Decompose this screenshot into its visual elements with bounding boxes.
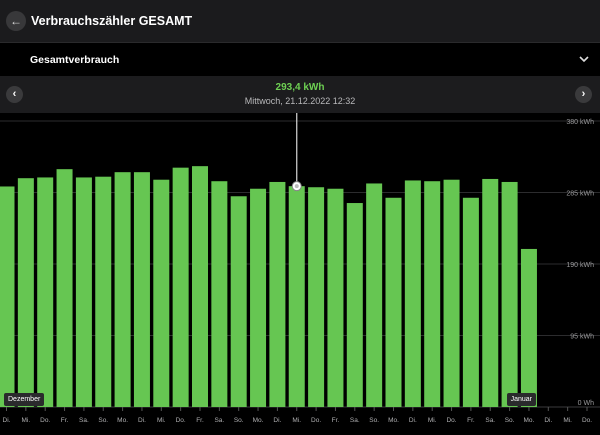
bar[interactable] <box>114 172 131 407</box>
bar[interactable] <box>443 179 460 407</box>
arrow-left-icon: ← <box>10 14 22 28</box>
bar[interactable] <box>95 176 112 407</box>
x-tick-label: So. <box>505 417 515 424</box>
consumption-dropdown[interactable]: Gesamtverbrauch <box>0 42 600 77</box>
selected-date: Mittwoch, 21.12.2022 12:32 <box>244 96 356 106</box>
bar[interactable] <box>56 169 73 407</box>
bar[interactable] <box>17 178 34 407</box>
bar[interactable] <box>482 178 499 407</box>
x-tick-label: Di. <box>3 417 11 424</box>
selected-value: 293,4 kWh <box>275 82 325 93</box>
y-tick-label: 95 kWh <box>570 334 594 341</box>
x-tick-label: Fr. <box>61 417 69 424</box>
bar[interactable] <box>385 197 402 407</box>
x-tick-label: Do. <box>40 417 50 424</box>
bar[interactable] <box>211 181 228 407</box>
y-tick-label: 0 Wh <box>578 400 594 407</box>
bar[interactable] <box>0 186 15 407</box>
x-tick-label: Sa. <box>485 417 495 424</box>
back-button[interactable]: ← <box>6 11 26 31</box>
bar[interactable] <box>172 167 189 407</box>
x-tick-label: Fr. <box>332 417 340 424</box>
x-tick-label: Mi. <box>563 417 572 424</box>
x-tick-label: Mi. <box>157 417 166 424</box>
bar[interactable] <box>37 177 54 407</box>
x-tick-label: Di. <box>409 417 417 424</box>
bar[interactable] <box>288 186 305 407</box>
y-tick-label: 190 kWh <box>566 262 594 269</box>
bar[interactable] <box>366 183 383 407</box>
bar[interactable] <box>308 187 325 407</box>
page-title: Verbrauchszähler GESAMT <box>31 14 193 28</box>
x-tick-label: Sa. <box>79 417 89 424</box>
x-tick-label: So. <box>369 417 379 424</box>
month-label: Januar <box>506 393 536 406</box>
x-tick-label: Do. <box>446 417 456 424</box>
chevron-down-icon <box>579 56 589 63</box>
x-tick-label: Di. <box>273 417 281 424</box>
x-tick-label: Do. <box>311 417 321 424</box>
y-tick-label: 380 kWh <box>566 119 594 126</box>
x-tick-label: Mo. <box>524 417 535 424</box>
x-tick-label: Mo. <box>253 417 264 424</box>
x-tick-label: Di. <box>138 417 146 424</box>
dropdown-label: Gesamtverbrauch <box>30 54 120 66</box>
bar[interactable] <box>424 181 441 407</box>
x-tick-label: Fr. <box>467 417 475 424</box>
x-tick-label: Mi. <box>22 417 31 424</box>
bar[interactable] <box>327 188 344 407</box>
bar[interactable] <box>133 172 150 407</box>
bar[interactable] <box>501 181 518 407</box>
bar[interactable] <box>462 197 479 407</box>
x-tick-label: So. <box>98 417 108 424</box>
bar[interactable] <box>404 180 421 407</box>
month-label: Dezember <box>4 393 45 406</box>
x-tick-label: Do. <box>582 417 592 424</box>
x-tick-label: Mo. <box>388 417 399 424</box>
x-tick-label: Di. <box>544 417 552 424</box>
y-tick-label: 285 kWh <box>566 191 594 198</box>
x-tick-label: Mo. <box>117 417 128 424</box>
bar[interactable] <box>346 203 363 407</box>
x-tick-label: Do. <box>176 417 186 424</box>
x-tick-label: Sa. <box>350 417 360 424</box>
x-tick-label: Sa. <box>214 417 224 424</box>
selection-marker-core <box>294 184 299 189</box>
selection-info-bar: ‹ 293,4 kWh Mittwoch, 21.12.2022 12:32 › <box>0 76 600 113</box>
x-tick-label: Mi. <box>292 417 301 424</box>
bar[interactable] <box>230 196 247 407</box>
bar[interactable] <box>269 181 286 407</box>
bar[interactable] <box>520 248 537 407</box>
previous-period-button[interactable]: ‹ <box>6 86 23 103</box>
chevron-right-icon: › <box>581 88 586 100</box>
next-period-button[interactable]: › <box>575 86 592 103</box>
consumption-bar-chart[interactable]: 0 Wh 95 kWh 190 kWh 285 kWh 380 kWh Di. Mi. Do.… <box>0 113 600 435</box>
x-tick-label: Fr. <box>196 417 204 424</box>
bar[interactable] <box>75 177 92 407</box>
x-tick-label: So. <box>234 417 244 424</box>
bar[interactable] <box>250 188 267 407</box>
chevron-left-icon: ‹ <box>12 88 17 100</box>
x-tick-label: Mi. <box>428 417 437 424</box>
app-header: ← Verbrauchszähler GESAMT <box>0 0 600 42</box>
bar[interactable] <box>153 179 170 407</box>
bar[interactable] <box>192 166 208 407</box>
